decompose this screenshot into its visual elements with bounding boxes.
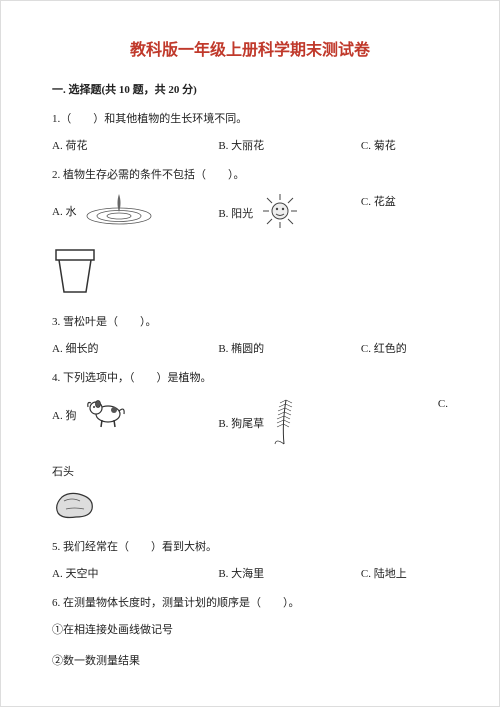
q2-options: A. 水 B. 阳光 [52, 192, 448, 238]
q2-opt-c: C. 花盆 [361, 192, 448, 213]
q5-opt-a: A. 天空中 [52, 564, 218, 585]
q4-stem: 4. 下列选项中，（ ）是植物。 [52, 368, 448, 389]
q2-opt-b: B. 阳光 [218, 192, 361, 238]
q2-opt-a-label: A. 水 [52, 202, 76, 223]
q6-stem: 6. 在测量物体长度时，测量计划的顺序是（ ）。 [52, 593, 448, 614]
exam-page: 教科版一年级上册科学期末测试卷 一. 选择题(共 10 题，共 20 分) 1.… [0, 0, 500, 707]
flowerpot-icon [52, 246, 448, 304]
q5-opt-b: B. 大海里 [218, 564, 361, 585]
q4-options: A. 狗 B. 狗尾草 [52, 394, 448, 454]
q2-opt-c-label: C. 花盆 [361, 192, 396, 213]
q4-opt-b: B. 狗尾草 [218, 394, 361, 454]
q1-opt-a: A. 荷花 [52, 136, 218, 157]
q1-stem: 1.（ ）和其他植物的生长环境不同。 [52, 109, 448, 130]
q2-opt-a: A. 水 [52, 192, 218, 234]
q2-opt-b-label: B. 阳光 [218, 204, 253, 225]
q3-options: A. 细长的 B. 椭圆的 C. 红色的 [52, 339, 448, 360]
q6-step1: ①在相连接处画线做记号 [52, 620, 448, 641]
dog-icon [84, 394, 128, 438]
q3-opt-c: C. 红色的 [361, 339, 448, 360]
q4-opt-b-label: B. 狗尾草 [218, 414, 264, 435]
q3-stem: 3. 雪松叶是（ ）。 [52, 312, 448, 333]
q4-stone-label: 石头 [52, 462, 448, 483]
foxtail-grass-icon [272, 394, 296, 454]
q1-opt-c: C. 菊花 [361, 136, 448, 157]
q1-opt-b: B. 大丽花 [218, 136, 361, 157]
q3-opt-a: A. 细长的 [52, 339, 218, 360]
stone-icon [52, 487, 448, 529]
q2-stem: 2. 植物生存必需的条件不包括（ ）。 [52, 165, 448, 186]
page-title: 教科版一年级上册科学期末测试卷 [52, 36, 448, 66]
q3-opt-b: B. 椭圆的 [218, 339, 361, 360]
q4-opt-c: C. [361, 394, 448, 415]
q4-opt-a-label: A. 狗 [52, 406, 76, 427]
q5-opt-c: C. 陆地上 [361, 564, 448, 585]
q5-stem: 5. 我们经常在（ ）看到大树。 [52, 537, 448, 558]
sun-icon [261, 192, 299, 238]
q5-options: A. 天空中 B. 大海里 C. 陆地上 [52, 564, 448, 585]
q6-step2: ②数一数测量结果 [52, 651, 448, 672]
q4-opt-a: A. 狗 [52, 394, 218, 438]
q1-options: A. 荷花 B. 大丽花 C. 菊花 [52, 136, 448, 157]
section-heading: 一. 选择题(共 10 题，共 20 分) [52, 80, 448, 101]
water-ripple-icon [84, 192, 154, 234]
